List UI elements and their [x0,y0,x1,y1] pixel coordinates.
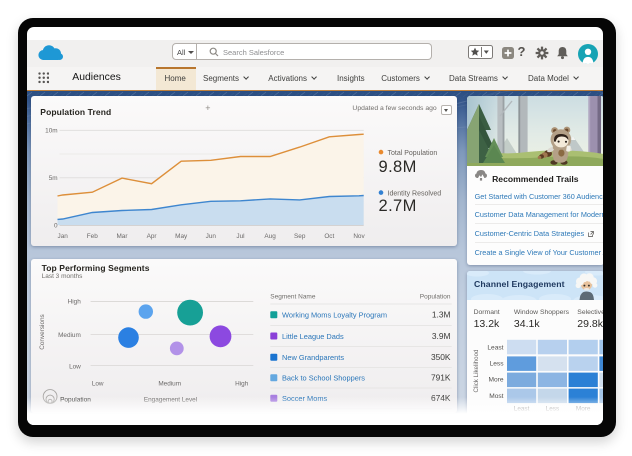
svg-text:Conversions: Conversions [39,314,46,350]
svg-text:9.8M: 9.8M [379,158,417,176]
svg-text:Mar: Mar [117,233,129,240]
svg-text:791K: 791K [431,373,451,383]
svg-text:Least: Least [487,345,503,352]
svg-text:Medium: Medium [159,381,182,388]
svg-text:New Grandparents: New Grandparents [282,353,344,362]
svg-text:May: May [175,233,188,240]
svg-text:Aug: Aug [265,233,277,240]
svg-text:High: High [68,299,82,306]
svg-text:Back to School Shoppers: Back to School Shoppers [282,374,365,383]
svg-text:Working Moms Loyalty Program: Working Moms Loyalty Program [282,311,387,320]
svg-text:0: 0 [54,223,58,230]
svg-text:Medium: Medium [58,332,81,339]
svg-text:10m: 10m [45,128,57,135]
svg-text:Total Population: Total Population [388,150,438,157]
svg-text:Nov: Nov [354,233,366,240]
svg-text:Identity Resolved: Identity Resolved [388,190,442,197]
svg-text:Jan: Jan [58,233,69,240]
svg-text:3.9M: 3.9M [432,331,451,341]
svg-text:Apr: Apr [147,233,158,240]
svg-text:Jun: Jun [206,233,217,240]
svg-text:Oct: Oct [325,233,335,240]
svg-text:Less: Less [489,361,504,368]
svg-text:Click Likelihood: Click Likelihood [473,349,480,393]
svg-text:Feb: Feb [87,233,98,240]
svg-text:1.3M: 1.3M [432,310,451,320]
svg-text:5m: 5m [49,175,58,182]
svg-text:High: High [235,381,249,388]
svg-text:350K: 350K [431,352,451,362]
svg-text:More: More [488,377,503,384]
svg-text:Jul: Jul [237,233,245,240]
svg-text:2.7M: 2.7M [379,197,417,215]
svg-text:Low: Low [92,381,104,388]
svg-text:Population: Population [420,293,451,300]
svg-text:Low: Low [69,363,81,370]
svg-text:Little League Dads: Little League Dads [282,332,344,341]
svg-text:Sep: Sep [294,233,306,240]
svg-text:Segment Name: Segment Name [271,293,317,300]
